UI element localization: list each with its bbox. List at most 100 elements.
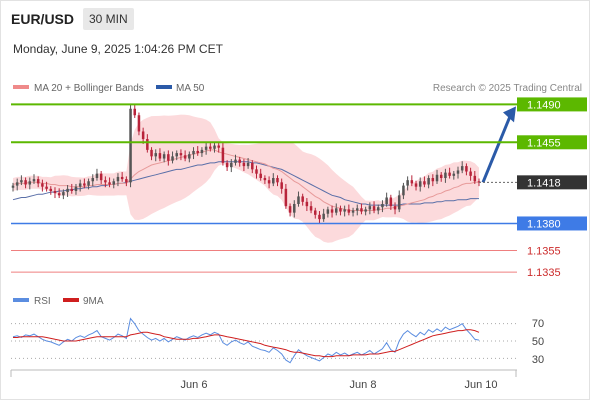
candle [355,204,359,216]
candle-body [41,183,44,187]
candle-body [70,188,74,191]
candle [364,206,367,216]
candle [293,200,296,218]
candle [410,175,414,187]
candle-body [200,149,204,154]
forecast-arrow-shaft [481,115,512,183]
rsi-line [12,317,480,364]
price-plot [11,103,516,243]
candle-body [393,206,397,210]
candle-body [293,203,296,213]
resistance-level-label: 1.1455 [527,137,561,149]
copyright-note: Research © 2025 Trading Central [433,83,582,94]
candle-body [167,154,170,161]
candle-body [280,182,283,189]
candle [28,177,32,190]
candle-body [95,173,99,179]
candle-body [49,188,53,191]
candle [129,104,132,188]
candle [162,151,166,163]
candle [188,151,191,163]
timeframe-badge[interactable]: 30 MIN [83,8,134,30]
candle [74,183,78,195]
candle-body [397,195,401,210]
candle-body [376,207,380,211]
candle-body [402,185,405,196]
candle [78,179,82,192]
candle-body [431,178,435,182]
legend-9ma-swatch [63,298,79,302]
level-lines: 1.1490 1.1455 1.1418 1.1380 1.1355 1.1335 [11,97,587,279]
candle-body [129,108,132,183]
candle-body [460,166,464,171]
x-tick-label: Jun 10 [464,379,497,391]
candle [255,165,258,179]
candle-body [355,208,359,211]
resistance-level-label: 1.1490 [527,99,561,111]
candle [179,149,183,161]
candle-body [150,149,153,157]
rsi-tick-50: 50 [532,336,544,348]
candle [116,173,120,187]
candle-body [230,162,233,168]
candle-body [204,146,208,150]
candle-body [410,180,414,184]
candle-body [423,181,426,185]
rsi-plot [11,317,517,364]
candle-body [217,145,220,148]
candle-body [83,183,86,186]
candle-body [364,209,367,212]
x-tick-label: Jun 6 [181,379,208,391]
candle-body [297,196,300,204]
legend-9ma-label: 9MA [83,296,104,307]
rsi-9ma-line [13,329,480,358]
candle-body [11,185,15,188]
candle-body [473,175,477,182]
candle-body [196,150,199,154]
candle [301,193,304,206]
candle [234,154,237,166]
candle-body [477,181,481,183]
candle [309,201,313,214]
candle [112,178,116,189]
candle [238,156,241,167]
candle-body [238,159,241,163]
candle-body [381,203,384,208]
candle-body [368,206,372,210]
candle [221,142,225,166]
candle [473,170,477,184]
candle-body [259,173,262,179]
candle [230,159,233,173]
candle [49,186,53,195]
candle [57,188,61,199]
candle [204,142,208,155]
current-price-badge [517,175,587,190]
candle [469,167,472,181]
candle [322,208,325,222]
support-level-label: 1.1380 [527,218,561,230]
candle-body [272,178,275,184]
symbol-title: EUR/USD [11,11,75,27]
candle-body [284,188,288,207]
candle [402,182,405,200]
candle-body [314,210,317,215]
candle [141,127,145,144]
candle [41,179,44,192]
candle-body [255,169,258,174]
candle-body [183,155,187,159]
candle-body [154,153,157,157]
timestamp: Monday, June 9, 2025 1:04:26 PM CET [13,42,223,56]
candle-body [234,159,237,163]
candle-body [347,209,351,213]
candle-body [465,166,468,172]
candle-body [246,162,250,167]
candle [414,180,418,191]
candle [276,175,279,187]
candle-body [251,162,254,170]
candle-body [221,147,225,163]
current-price-label: 1.1418 [527,177,561,189]
candle-body [192,150,195,155]
candle-body [162,154,166,159]
candle [406,176,409,191]
candle-body [36,179,40,184]
